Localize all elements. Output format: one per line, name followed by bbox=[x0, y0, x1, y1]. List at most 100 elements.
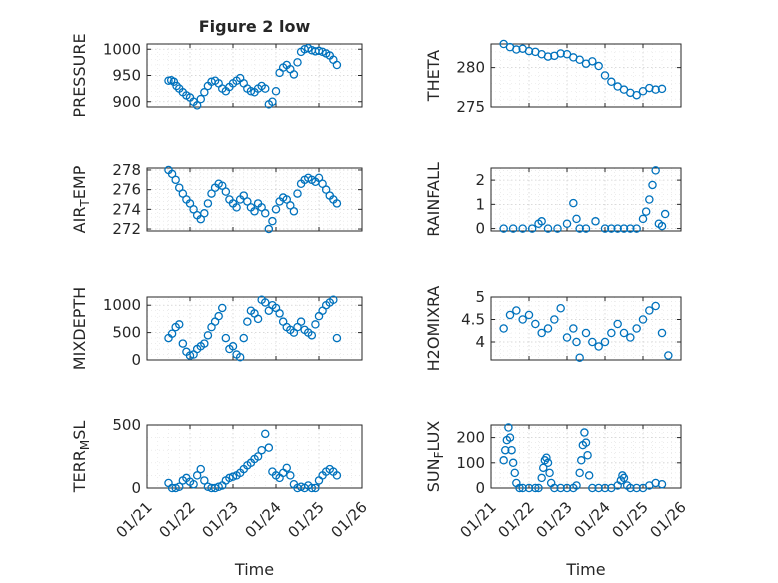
x-tick-label: 01/22 bbox=[156, 498, 199, 541]
axes-box bbox=[490, 424, 682, 489]
data-point bbox=[171, 175, 180, 185]
data-point bbox=[588, 57, 597, 66]
y-axis-label: MIXDEPTH bbox=[70, 287, 89, 370]
x-tick-label: 01/23 bbox=[533, 498, 576, 541]
y-tick-label: 900 bbox=[112, 93, 141, 111]
data-point bbox=[537, 217, 546, 226]
data-point bbox=[228, 472, 238, 481]
axes-box bbox=[490, 296, 682, 361]
data-point bbox=[217, 303, 227, 313]
data-point bbox=[651, 478, 660, 488]
y-tick-label: 100 bbox=[456, 454, 485, 472]
data-point bbox=[332, 471, 342, 480]
data-point bbox=[575, 468, 584, 478]
data-point bbox=[293, 58, 302, 67]
data-point bbox=[553, 224, 562, 233]
data-point bbox=[235, 353, 245, 362]
data-point bbox=[282, 463, 291, 473]
panel-rainfall: 0 1 2 RAINFALL bbox=[424, 162, 682, 238]
data-point bbox=[264, 443, 274, 452]
data-point bbox=[527, 224, 537, 233]
data-point bbox=[545, 468, 554, 478]
data-point bbox=[619, 328, 629, 338]
data-point bbox=[178, 189, 188, 198]
data-point bbox=[575, 224, 584, 233]
data-point bbox=[174, 482, 184, 491]
data-point bbox=[613, 224, 622, 233]
y-axis-label: PRESSURE bbox=[70, 33, 89, 117]
y-tick-label: 1000 bbox=[103, 40, 141, 58]
data-point bbox=[632, 324, 641, 333]
data-point bbox=[192, 471, 202, 480]
data-point bbox=[260, 429, 270, 439]
data-point bbox=[200, 339, 209, 348]
data-point bbox=[508, 224, 518, 233]
data-point bbox=[543, 458, 553, 468]
data-point bbox=[508, 458, 518, 468]
data-point bbox=[311, 483, 320, 493]
data-point bbox=[239, 333, 248, 343]
x-tick-label: 01/23 bbox=[199, 498, 242, 541]
x-tick-label: 01/26 bbox=[328, 498, 371, 541]
data-point bbox=[196, 464, 205, 474]
panel-mixdepth: 0 500 1000 MIXDEPTH bbox=[70, 287, 363, 370]
data-point bbox=[575, 353, 584, 362]
data-point bbox=[645, 306, 654, 315]
y-tick-label: 5 bbox=[475, 288, 485, 306]
data-point bbox=[228, 342, 238, 351]
data-point bbox=[289, 70, 299, 79]
data-point bbox=[537, 473, 546, 483]
data-point bbox=[271, 87, 281, 96]
y-axis-label: THETA bbox=[424, 50, 443, 102]
x-tick-label: 01/21 bbox=[113, 498, 156, 541]
data-point bbox=[499, 224, 508, 233]
data-point bbox=[318, 179, 327, 188]
data-point bbox=[569, 198, 578, 208]
data-point bbox=[264, 224, 274, 234]
data-point bbox=[200, 209, 209, 218]
data-point bbox=[268, 216, 277, 226]
data-point bbox=[171, 483, 180, 493]
data-point bbox=[515, 483, 524, 493]
data-point bbox=[594, 483, 603, 493]
data-point bbox=[221, 187, 231, 196]
data-point bbox=[584, 471, 594, 480]
y-tick-label: 0 bbox=[475, 479, 485, 497]
x-tick-label: 01/22 bbox=[495, 498, 538, 541]
data-point bbox=[569, 324, 578, 333]
data-point bbox=[243, 317, 252, 326]
data-point bbox=[196, 94, 205, 104]
axes-box bbox=[490, 43, 682, 108]
data-point bbox=[225, 473, 234, 483]
y-axis-label: AIRTEMP bbox=[70, 165, 92, 233]
data-point bbox=[619, 224, 629, 233]
y-tick-label: 280 bbox=[456, 59, 485, 77]
data-point bbox=[499, 324, 508, 333]
data-point bbox=[664, 351, 673, 360]
panel-h2omixra: 4 4.5 5 H2OMIXRA bbox=[424, 286, 682, 371]
data-point bbox=[572, 214, 581, 224]
data-point bbox=[217, 181, 227, 190]
data-point bbox=[562, 483, 572, 493]
y-axis-label: RAINFALL bbox=[424, 162, 443, 237]
data-point bbox=[260, 84, 270, 93]
data-point bbox=[268, 97, 277, 107]
data-point bbox=[207, 189, 216, 198]
data-point bbox=[651, 301, 660, 311]
data-point bbox=[314, 173, 324, 183]
y-tick-label: 278 bbox=[112, 161, 141, 179]
data-point bbox=[332, 333, 342, 343]
data-point bbox=[588, 483, 597, 493]
data-point bbox=[178, 339, 188, 348]
data-point bbox=[200, 88, 209, 97]
panel-terr-msl: 0 500 01/21 01/22 01/23 01/24 01/25 01/26 Time TE… bbox=[70, 416, 371, 579]
data-point bbox=[253, 452, 263, 461]
data-point bbox=[607, 224, 616, 233]
data-point bbox=[645, 195, 654, 204]
data-point bbox=[271, 205, 281, 214]
data-point bbox=[594, 342, 603, 351]
data-point bbox=[239, 191, 248, 200]
data-point bbox=[657, 479, 667, 489]
data-point bbox=[638, 214, 648, 224]
